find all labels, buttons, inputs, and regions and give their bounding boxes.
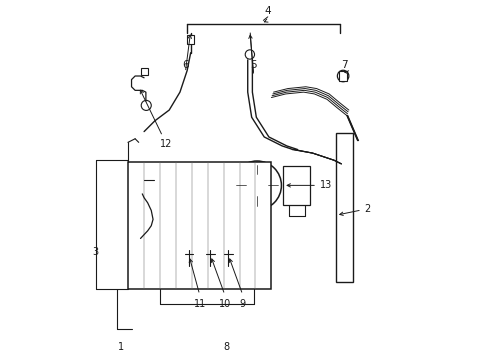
Text: 4: 4 <box>264 6 270 17</box>
Text: 7: 7 <box>341 60 347 70</box>
Bar <box>141 68 147 75</box>
Text: 9: 9 <box>239 299 245 309</box>
Bar <box>128 162 271 289</box>
Bar <box>338 71 346 81</box>
Text: 1: 1 <box>118 342 123 352</box>
Bar <box>283 166 309 205</box>
Text: 13: 13 <box>286 180 331 190</box>
Text: 8: 8 <box>223 342 229 352</box>
Text: 11: 11 <box>193 299 205 309</box>
Text: 3: 3 <box>92 247 99 257</box>
Text: 10: 10 <box>218 299 230 309</box>
Bar <box>187 35 194 44</box>
Bar <box>335 134 352 282</box>
Text: 6: 6 <box>182 60 188 70</box>
Text: 2: 2 <box>339 204 370 215</box>
Text: 5: 5 <box>250 60 256 70</box>
Text: 12: 12 <box>140 90 172 149</box>
